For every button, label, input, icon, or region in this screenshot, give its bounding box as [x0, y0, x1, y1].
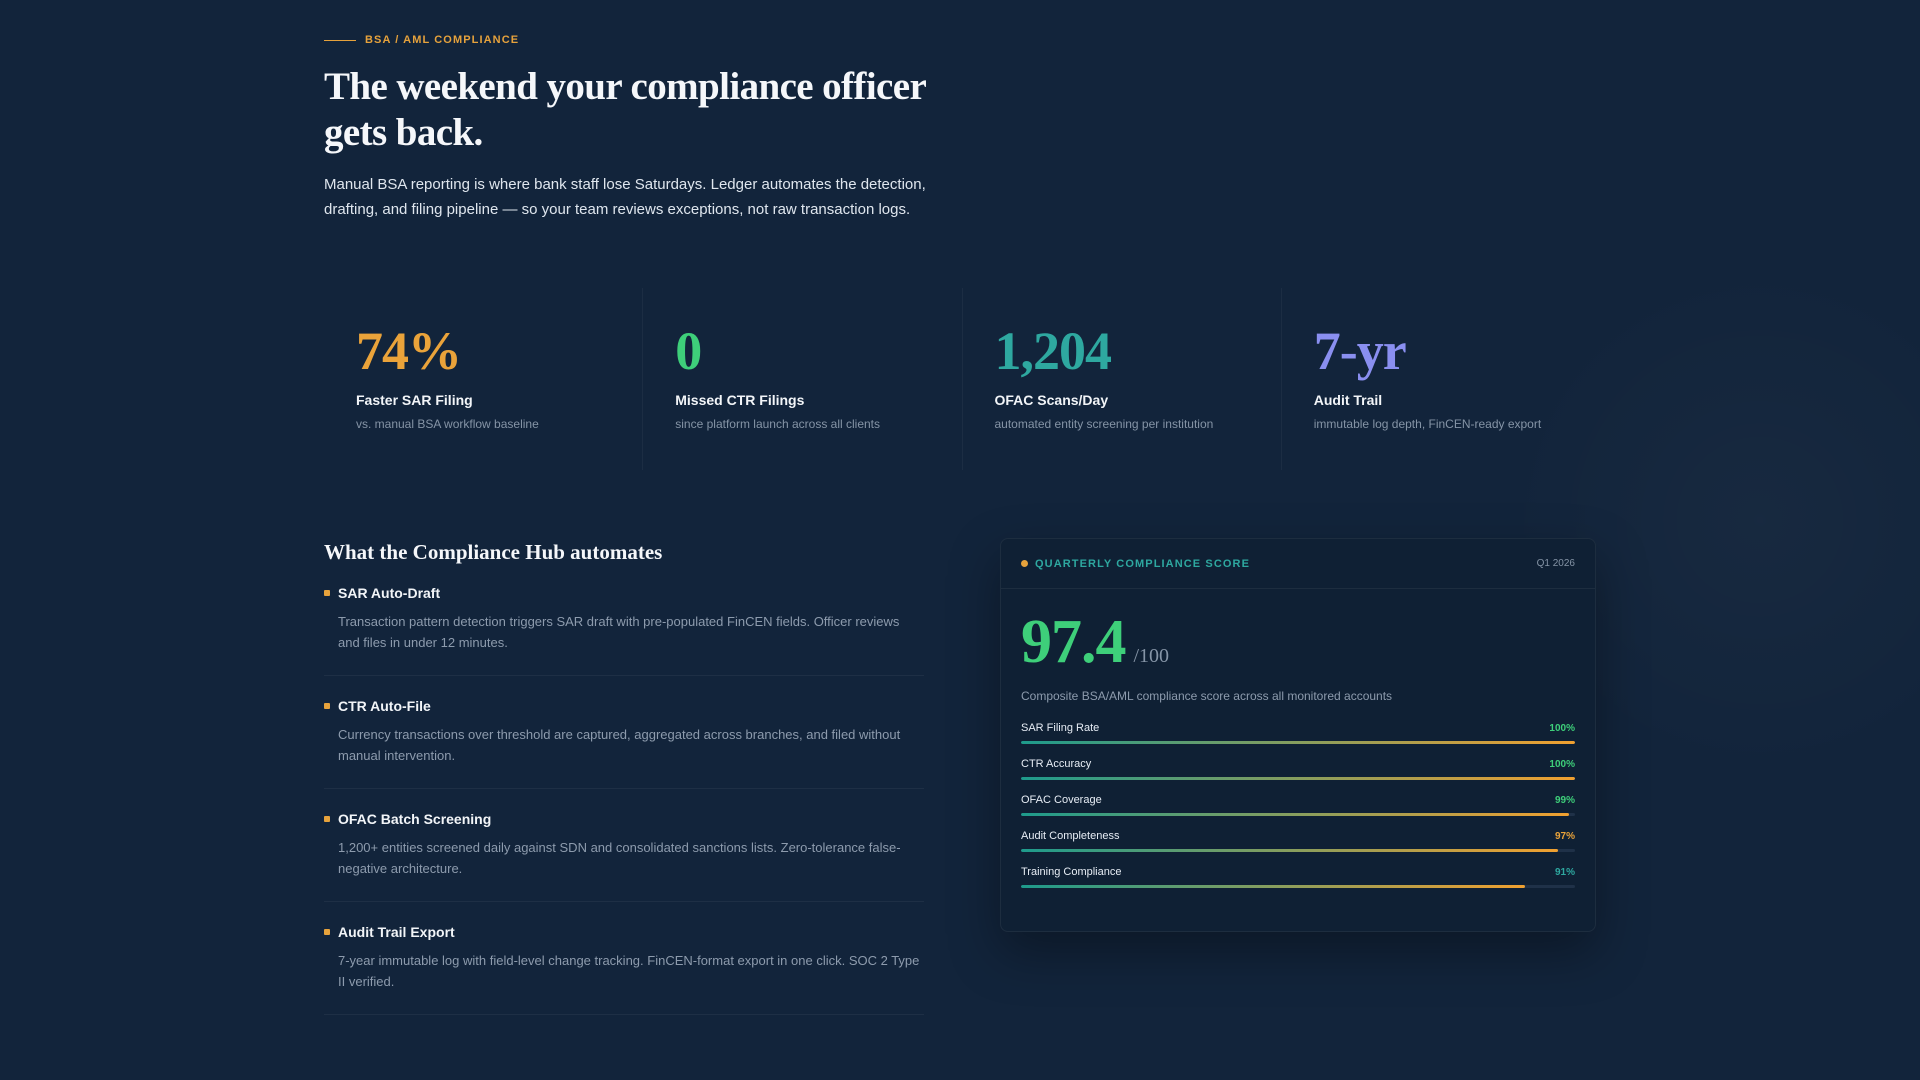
metric-name: Audit Completeness	[1021, 830, 1120, 842]
progress-fill	[1021, 813, 1570, 816]
metric-name: Training Compliance	[1021, 866, 1122, 878]
feature-list: SAR Auto-Draft Transaction pattern detec…	[324, 585, 924, 1015]
metric-row: Training Compliance 91%	[1021, 866, 1575, 888]
feature-description: Transaction pattern detection triggers S…	[338, 614, 900, 650]
progress-track	[1021, 849, 1575, 852]
bullet-icon	[324, 929, 330, 935]
stat-subtext: automated entity screening per instituti…	[994, 417, 1214, 431]
feature-description: Currency transactions over threshold are…	[338, 727, 901, 763]
eyebrow: BSA / AML COMPLIANCE	[324, 34, 964, 46]
feature-description: 1,200+ entities screened daily against S…	[338, 840, 901, 876]
feature-item: CTR Auto-File Currency transactions over…	[324, 698, 924, 789]
score-max: /100	[1133, 645, 1170, 667]
stat-label: Faster SAR Filing	[356, 392, 473, 408]
feature-title: Audit Trail Export	[338, 924, 455, 940]
stat-value: 1,204	[994, 321, 1113, 381]
stat-value: 0	[675, 321, 702, 381]
card-header: QUARTERLY COMPLIANCE SCORE Q1 2026	[1001, 539, 1595, 589]
features-section: What the Compliance Hub automates SAR Au…	[324, 540, 924, 1037]
feature-title: CTR Auto-File	[338, 698, 431, 714]
features-heading: What the Compliance Hub automates	[324, 540, 663, 564]
metric-value: 97%	[1554, 830, 1575, 842]
metric-name: OFAC Coverage	[1021, 794, 1102, 806]
feature-item: OFAC Batch Screening 1,200+ entities scr…	[324, 811, 924, 902]
stat-label: Missed CTR Filings	[675, 392, 805, 408]
stat-subtext: since platform launch across all clients	[675, 417, 881, 431]
metric-list: SAR Filing Rate 100% CTR Accuracy 100% O…	[1021, 722, 1575, 888]
stat-value: 7-yr	[1313, 321, 1407, 381]
stat-ofac: 1,204 OFAC Scans/Day automated entity sc…	[961, 288, 1281, 470]
feature-item: SAR Auto-Draft Transaction pattern detec…	[324, 585, 924, 676]
metric-name: CTR Accuracy	[1021, 758, 1092, 770]
eyebrow-label: BSA / AML COMPLIANCE	[365, 34, 520, 46]
metric-value: 91%	[1554, 866, 1575, 878]
stat-value: 74%	[356, 321, 462, 381]
metric-row: OFAC Coverage 99%	[1021, 794, 1575, 816]
stat-label: OFAC Scans/Day	[994, 392, 1109, 408]
score-display: 97.4 /100	[1021, 611, 1575, 673]
stats-row: 74% Faster SAR Filing vs. manual BSA wor…	[324, 288, 1600, 470]
progress-fill	[1021, 849, 1559, 852]
eyebrow-rule	[324, 39, 356, 41]
card-body: 97.4 /100 Composite BSA/AML compliance s…	[1001, 589, 1595, 888]
stat-label: Audit Trail	[1313, 392, 1383, 408]
score-value: 97.4	[1021, 608, 1126, 676]
metric-value: 99%	[1554, 794, 1575, 806]
metric-row: CTR Accuracy 100%	[1021, 758, 1575, 780]
stat-audit: 7-yr Audit Trail immutable log depth, Fi…	[1280, 288, 1600, 470]
metric-name: SAR Filing Rate	[1021, 722, 1100, 734]
metric-row: SAR Filing Rate 100%	[1021, 722, 1575, 744]
progress-fill	[1021, 885, 1526, 888]
compliance-score-card: QUARTERLY COMPLIANCE SCORE Q1 2026 97.4 …	[1000, 538, 1596, 932]
progress-track	[1021, 885, 1575, 888]
hero-section: BSA / AML COMPLIANCE The weekend your co…	[324, 34, 964, 222]
feature-title: OFAC Batch Screening	[338, 811, 492, 827]
progress-track	[1021, 777, 1575, 780]
period-label: Q1 2026	[1536, 558, 1575, 569]
feature-item: Audit Trail Export 7-year immutable log …	[324, 924, 924, 1015]
metric-value: 100%	[1549, 722, 1575, 734]
stat-ctr: 0 Missed CTR Filings since platform laun…	[642, 288, 961, 470]
page-headline: The weekend your compliance officer gets…	[324, 65, 926, 154]
bullet-icon	[324, 590, 330, 596]
metric-value: 100%	[1549, 758, 1575, 770]
progress-track	[1021, 813, 1575, 816]
bullet-icon	[324, 703, 330, 709]
feature-description: 7-year immutable log with field-level ch…	[338, 953, 920, 989]
score-description: Composite BSA/AML compliance score acros…	[1021, 689, 1393, 703]
status-dot-icon	[1021, 560, 1028, 567]
progress-fill	[1021, 741, 1575, 744]
stat-subtext: immutable log depth, FinCEN-ready export	[1313, 417, 1542, 431]
progress-track	[1021, 741, 1575, 744]
bullet-icon	[324, 816, 330, 822]
feature-title: SAR Auto-Draft	[338, 585, 441, 601]
intro-paragraph: Manual BSA reporting is where bank staff…	[324, 176, 926, 218]
progress-fill	[1021, 777, 1575, 780]
card-title: QUARTERLY COMPLIANCE SCORE	[1035, 557, 1251, 570]
metric-row: Audit Completeness 97%	[1021, 830, 1575, 852]
stat-subtext: vs. manual BSA workflow baseline	[356, 417, 539, 431]
stat-sar: 74% Faster SAR Filing vs. manual BSA wor…	[324, 288, 642, 470]
